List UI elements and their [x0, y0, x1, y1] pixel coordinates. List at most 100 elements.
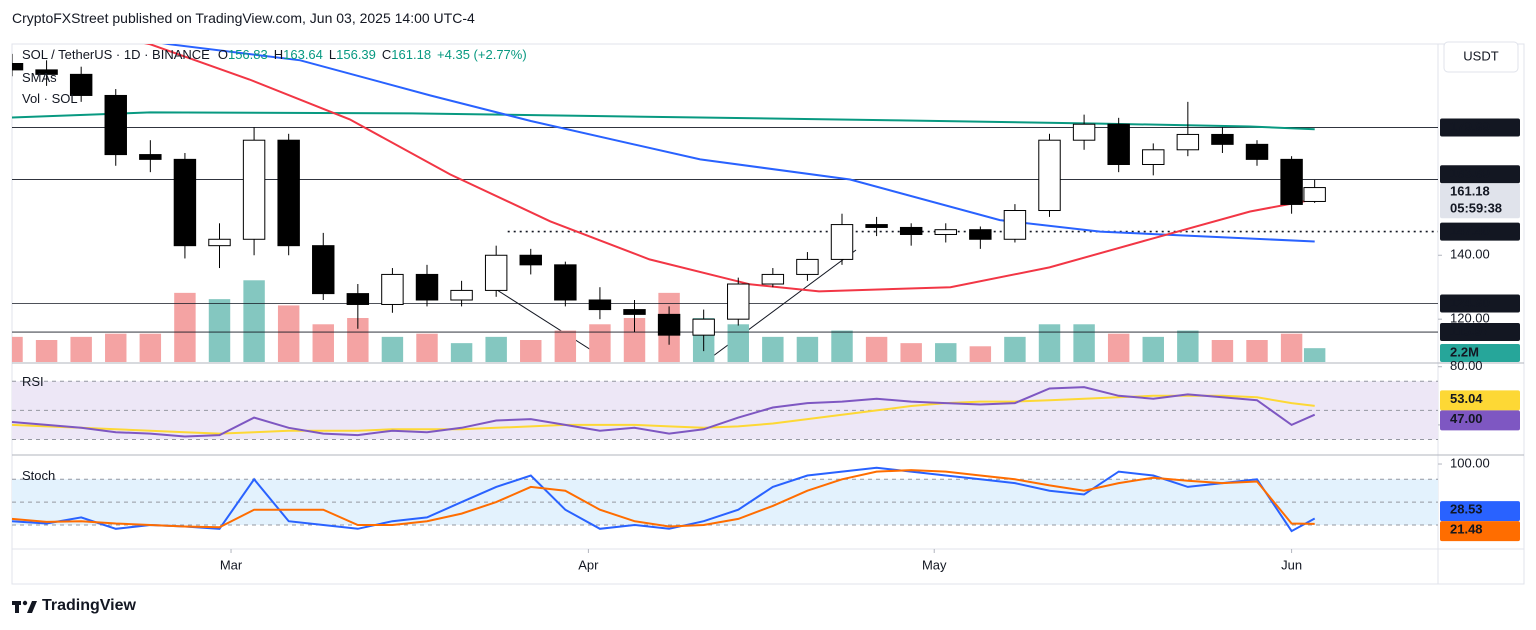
price-label-box [1440, 323, 1520, 342]
candle-body [692, 318, 715, 336]
stoch-value-label: 28.53 [1450, 502, 1483, 517]
volume-bar [1107, 333, 1130, 362]
price-label-box [1440, 410, 1520, 431]
countdown: 05:59:38 [1450, 201, 1502, 216]
candle-body [381, 273, 404, 305]
ohlc-value: 156.39 [336, 47, 376, 62]
candle-body [1280, 158, 1303, 205]
candle-body [969, 229, 992, 240]
x-tick-label: Jun [1281, 557, 1302, 572]
volume-bar [105, 333, 127, 362]
candle-body [519, 254, 542, 266]
candle-body [35, 69, 58, 75]
legend-line: SMAs [22, 70, 57, 85]
candle-body [1211, 133, 1234, 145]
volume-bar [520, 340, 542, 362]
level-label: 115.97 [1450, 323, 1489, 338]
volume-bar [969, 346, 992, 362]
volume-bar [1073, 324, 1095, 362]
ohlc-value: 156.83 [227, 47, 268, 62]
stoch-line [11, 466, 1316, 533]
ohlc-key: H [273, 47, 284, 62]
volume-bar [381, 336, 404, 362]
moving-average [161, 44, 1315, 243]
volume-bar [1280, 333, 1303, 362]
volume-bar [243, 280, 265, 362]
volume-bar [312, 324, 334, 362]
moving-average [12, 111, 1315, 131]
volume-bar [796, 336, 819, 362]
volume-bar [139, 333, 162, 362]
price-label-box [1440, 390, 1520, 411]
logo-text: TradingView [42, 597, 136, 614]
stoch-title: Stoch [22, 468, 56, 483]
volume-label: 2.2M [1450, 344, 1479, 359]
ohlc-value: 161.18 [391, 47, 432, 62]
candle-body [1003, 210, 1027, 240]
y-tick-label: 80.00 [1450, 358, 1483, 373]
legend-line: RSI [22, 374, 44, 389]
candle-body [277, 139, 300, 247]
moving-average [143, 44, 1315, 293]
price-label-box [1440, 118, 1520, 137]
candle-body [484, 254, 508, 291]
candle-body [12, 62, 24, 71]
level-label: 147.40 [1450, 223, 1490, 238]
candle-body [312, 245, 335, 295]
stoch-line [11, 469, 1315, 529]
candle-body [623, 309, 646, 315]
candle-body [899, 226, 923, 235]
candle-body [1038, 139, 1061, 212]
candle-body [727, 283, 750, 320]
currency-button[interactable] [1443, 41, 1519, 73]
volume-bar [589, 324, 611, 362]
currency[interactable]: USDT [1463, 48, 1498, 63]
candle-body [554, 264, 577, 301]
candle-body [865, 224, 888, 228]
rsi-line [11, 394, 1315, 435]
chart-frame [11, 43, 1525, 585]
last-price-label: 161.18 [1450, 184, 1490, 199]
candle-body [1072, 123, 1096, 141]
x-tick-label: May [922, 557, 947, 572]
candle-body [830, 224, 854, 260]
ohlc-value: 163.64 [283, 47, 323, 62]
symbol-title: SOL / TetherUS · 1D · BINANCE [22, 47, 210, 62]
volume-bar [1004, 336, 1026, 362]
volume-bar [1211, 340, 1234, 362]
level-label: 124.90 [1450, 295, 1490, 310]
volume-bar [347, 318, 369, 362]
legend-line: Vol · SOL [22, 91, 78, 106]
price-change: +4.35 (+2.77%) [437, 47, 527, 62]
volume-bar [35, 340, 58, 362]
price-label-box [1440, 183, 1520, 219]
volume-bar [450, 343, 473, 362]
price-label-box [1440, 165, 1520, 184]
volume-bar [935, 343, 957, 362]
volume-bar [865, 336, 888, 362]
volume-bar [416, 333, 438, 362]
price-label-box [1440, 222, 1520, 241]
volume-bar [70, 336, 92, 362]
volume-bar [277, 305, 300, 362]
rsi-line [11, 386, 1316, 438]
volume-bar [208, 299, 231, 362]
volume-bar [900, 343, 922, 362]
rsi-value-label: 47.00 [1450, 411, 1483, 426]
x-tick-label: Mar [220, 557, 243, 572]
volume-bar [554, 330, 577, 362]
candle-body [139, 154, 162, 160]
level-label: 163.69 [1450, 166, 1490, 181]
attribution: CryptoFXStreet published on TradingView.… [12, 10, 475, 26]
volume-bar [831, 330, 853, 362]
rsi-title: RSI [22, 374, 44, 389]
y-tick-label: 140.00 [1450, 247, 1490, 262]
volume-bar [485, 336, 507, 362]
candle-body [208, 238, 231, 247]
volume-bar [1038, 324, 1061, 362]
price-label-box [1440, 521, 1520, 542]
candle-body [1107, 123, 1130, 165]
volume-bar [12, 336, 23, 362]
